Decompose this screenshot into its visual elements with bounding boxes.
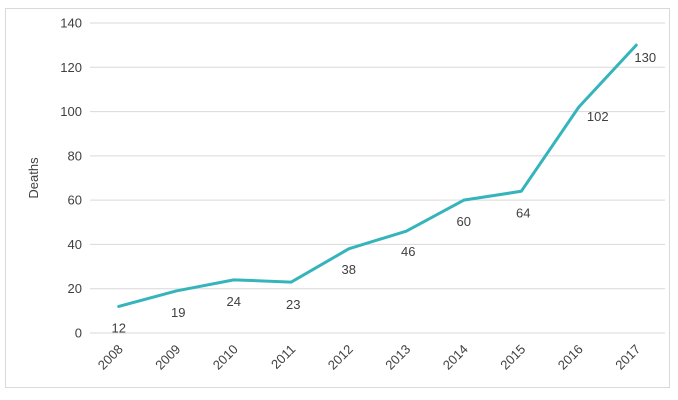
y-tick-label: 60 — [68, 193, 82, 208]
x-tick-label: 2008 — [95, 342, 126, 373]
data-label: 102 — [587, 109, 609, 124]
y-tick-label: 0 — [75, 326, 82, 341]
y-axis-title: Deaths — [26, 157, 41, 199]
data-label: 64 — [516, 205, 530, 220]
data-label: 12 — [112, 320, 126, 335]
x-tick-label: 2017 — [612, 342, 643, 373]
x-tick-label: 2016 — [555, 342, 586, 373]
y-tick-label: 80 — [68, 148, 82, 163]
data-label: 23 — [286, 297, 300, 312]
data-label: 60 — [457, 214, 471, 229]
x-tick-label: 2013 — [382, 342, 413, 373]
data-label: 38 — [342, 262, 356, 277]
y-tick-label: 20 — [68, 281, 82, 296]
x-tick-label: 2009 — [152, 342, 183, 373]
y-tick-label: 140 — [60, 16, 82, 31]
data-label: 130 — [634, 50, 656, 65]
y-tick-label: 40 — [68, 237, 82, 252]
x-tick-label: 2014 — [440, 342, 471, 373]
x-tick-label: 2010 — [210, 342, 241, 373]
data-series-line[interactable] — [117, 43, 638, 308]
y-tick-label: 100 — [60, 104, 82, 119]
data-label: 46 — [401, 244, 415, 259]
chart-border — [5, 8, 670, 388]
x-tick-label: 2011 — [268, 342, 298, 372]
y-tick-label: 120 — [60, 60, 82, 75]
data-label: 24 — [227, 294, 241, 309]
x-tick-label: 2012 — [325, 342, 356, 373]
x-tick-label: 2015 — [497, 342, 528, 373]
data-label: 19 — [171, 305, 185, 320]
